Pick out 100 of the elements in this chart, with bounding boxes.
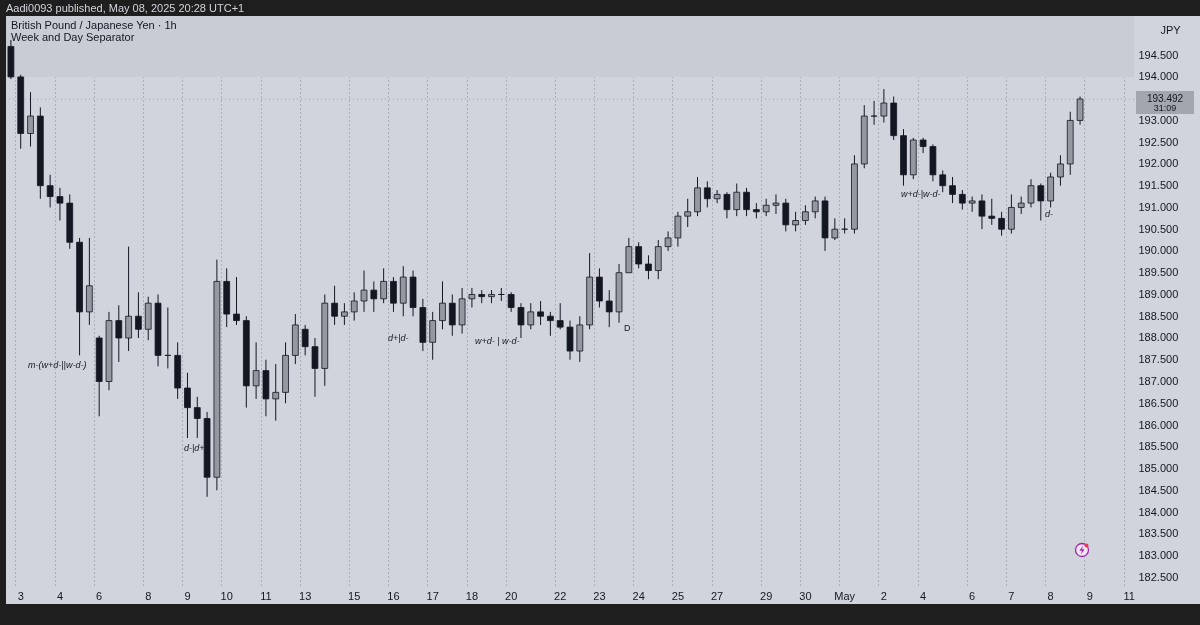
text: Week and Day Separator <box>11 31 135 43</box>
x-tick-label: 18 <box>465 589 479 602</box>
x-tick-label: 25 <box>671 589 685 602</box>
y-tick-label: 187.500 <box>1138 353 1179 366</box>
x-tick-label: 3 <box>17 589 24 602</box>
candlestick <box>1027 178 1035 208</box>
candlestick <box>949 176 956 204</box>
y-tick-label: 187.000 <box>1138 375 1179 387</box>
x-tick-label: 30 <box>799 589 812 602</box>
candlestick <box>233 276 240 326</box>
y-tick-label: 189.500 <box>1138 266 1179 279</box>
candlestick <box>654 239 662 280</box>
candlestick <box>331 285 338 326</box>
candlestick <box>46 174 54 208</box>
candlestick <box>448 293 456 337</box>
ref-line-label: 193.492 <box>1146 93 1184 105</box>
candlestick <box>547 311 554 337</box>
x-tick-label: 10 <box>220 589 233 602</box>
y-tick-label: 184.000 <box>1138 505 1179 518</box>
candlestick <box>939 169 947 193</box>
annotation: d-|d+ <box>184 443 205 453</box>
candlestick <box>635 241 642 269</box>
y-tick-label: 193.000 <box>1138 113 1179 126</box>
candlestick <box>184 372 191 439</box>
x-tick-label: 20 <box>505 589 518 602</box>
y-tick-label: 186.500 <box>1138 396 1179 409</box>
candlestick <box>919 137 927 154</box>
y-tick-label: 191.500 <box>1138 179 1179 192</box>
x-tick-label: 11 <box>1123 589 1135 602</box>
candlestick <box>998 211 1005 237</box>
candlestick <box>988 198 996 226</box>
chart-title: British Pound / Japanese Yen · 1h <box>11 19 177 31</box>
candlestick <box>125 246 132 352</box>
candlestick <box>733 183 741 217</box>
annotation: d+|d- <box>388 333 409 343</box>
candlestick <box>959 189 966 211</box>
x-tick-label: 4 <box>56 589 64 602</box>
candlestick <box>27 91 34 148</box>
x-tick-label: 27 <box>711 589 724 602</box>
y-tick-label: 190.500 <box>1138 222 1179 235</box>
candlestick <box>301 324 309 356</box>
y-tick-label: 182.500 <box>1138 570 1179 583</box>
candlestick <box>870 100 878 126</box>
candlestick <box>527 302 535 330</box>
candlestick <box>694 176 701 217</box>
x-tick-label: 9 <box>1086 589 1093 602</box>
x-tick-label: 6 <box>96 589 103 602</box>
candlestick <box>743 187 750 217</box>
annotation: w+d- | w-d- <box>475 336 520 346</box>
x-tick-label: 16 <box>387 589 400 602</box>
candlestick <box>370 280 378 313</box>
candlestick <box>193 396 201 439</box>
candlestick <box>811 196 819 219</box>
x-tick-label: 29 <box>760 589 773 602</box>
x-tick-label: 9 <box>184 589 191 602</box>
annotation: w+d-|w-d- <box>901 189 941 199</box>
annotation: d- <box>1045 209 1054 219</box>
x-tick-label: 7 <box>1008 589 1015 602</box>
candlestick <box>723 191 731 219</box>
x-tick-label: 15 <box>348 589 361 602</box>
text: Aadi0093 published, May 08, 2025 20:28 UTC+1 <box>6 1 245 15</box>
candlestick <box>605 289 613 328</box>
candlestick <box>703 180 711 208</box>
candlestick <box>537 300 544 326</box>
candlestick <box>507 291 515 313</box>
y-tick-label: 186.000 <box>1138 418 1179 431</box>
y-tick-label: 184.500 <box>1138 483 1179 496</box>
y-tick-label: 194.500 <box>1138 48 1179 61</box>
x-tick-label: 8 <box>145 589 152 602</box>
candlestick <box>782 198 790 232</box>
candlestick <box>115 304 123 363</box>
x-tick-label: 2 <box>880 589 887 602</box>
candlestick <box>311 337 319 398</box>
x-tick-label: May <box>834 589 856 602</box>
candlestick <box>56 187 64 221</box>
y-axis-title: JPY <box>1160 23 1182 36</box>
candlestick <box>596 267 603 309</box>
x-tick-label: 4 <box>920 589 927 602</box>
candlestick <box>1057 154 1064 187</box>
candlestick <box>772 193 780 215</box>
x-tick-label: 24 <box>632 589 645 602</box>
y-tick-label: 183.000 <box>1138 549 1179 562</box>
candlestick <box>978 193 986 230</box>
y-tick-label: 190.000 <box>1138 244 1179 257</box>
y-tick-label: 183.500 <box>1138 527 1179 540</box>
text: 31:09 <box>1153 103 1177 113</box>
y-tick-label: 194.000 <box>1138 70 1179 83</box>
y-tick-label: 185.500 <box>1138 440 1179 453</box>
x-tick-label: 8 <box>1047 589 1054 602</box>
candlestick <box>556 302 564 330</box>
y-tick-label: 185.000 <box>1138 462 1179 475</box>
candlestick <box>645 254 652 280</box>
y-tick-label: 188.000 <box>1138 331 1179 344</box>
candlestick <box>517 302 525 339</box>
y-tick-label: 192.000 <box>1138 157 1179 170</box>
y-tick-label: 192.500 <box>1138 135 1179 148</box>
candlestick <box>135 291 142 339</box>
annotation: m-(w+d-||w-d-) <box>28 360 87 370</box>
candlestick <box>684 198 692 228</box>
candlestick <box>1037 183 1045 221</box>
